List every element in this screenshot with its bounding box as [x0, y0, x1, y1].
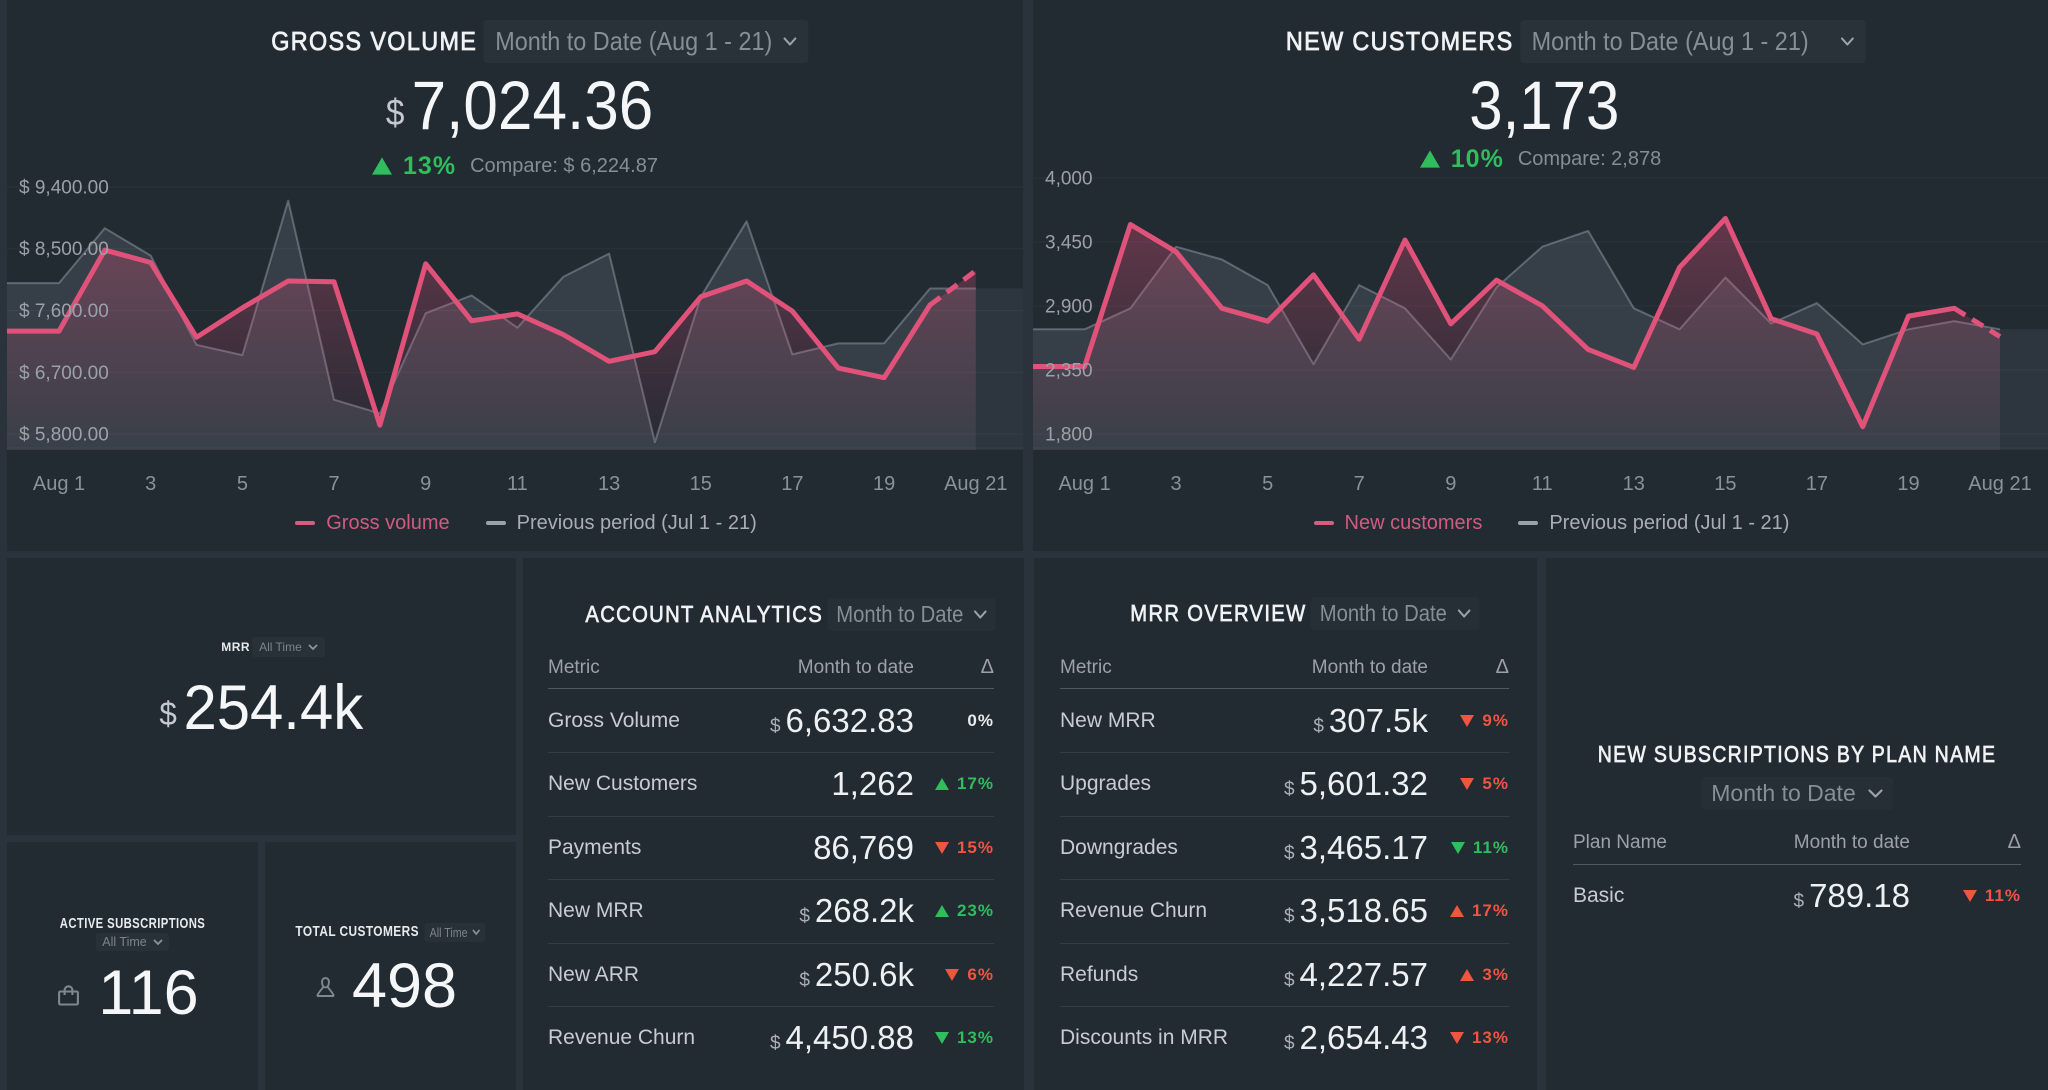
svg-text:3: 3: [145, 473, 156, 495]
svg-text:Aug 21: Aug 21: [944, 473, 1007, 495]
svg-text:7: 7: [1354, 473, 1365, 495]
svg-text:Aug 21: Aug 21: [1968, 473, 2031, 495]
svg-text:$ 6,700.00: $ 6,700.00: [19, 363, 109, 384]
svg-text:1,800: 1,800: [1045, 425, 1093, 446]
svg-text:15: 15: [1714, 473, 1736, 495]
svg-text:4,000: 4,000: [1045, 169, 1093, 190]
svg-text:Aug 1: Aug 1: [1058, 473, 1110, 495]
svg-text:5: 5: [237, 473, 248, 495]
svg-text:17: 17: [1806, 473, 1828, 495]
svg-text:3: 3: [1171, 473, 1182, 495]
svg-text:13: 13: [1623, 473, 1645, 495]
svg-text:$ 7,600.00: $ 7,600.00: [19, 301, 109, 322]
svg-text:9: 9: [420, 473, 431, 495]
svg-text:2,350: 2,350: [1045, 361, 1093, 382]
svg-text:5: 5: [1262, 473, 1273, 495]
svg-text:3,450: 3,450: [1045, 233, 1093, 254]
svg-text:$ 9,400.00: $ 9,400.00: [19, 178, 109, 199]
svg-text:Aug 1: Aug 1: [33, 473, 85, 495]
svg-text:2,900: 2,900: [1045, 297, 1093, 318]
svg-text:15: 15: [690, 473, 712, 495]
svg-text:11: 11: [1532, 473, 1553, 495]
svg-text:9: 9: [1445, 473, 1456, 495]
svg-text:7: 7: [328, 473, 339, 495]
svg-text:17: 17: [781, 473, 803, 495]
svg-text:$ 5,800.00: $ 5,800.00: [19, 425, 109, 446]
svg-text:13: 13: [598, 473, 620, 495]
svg-text:$ 8,500.00: $ 8,500.00: [19, 239, 109, 260]
svg-text:11: 11: [507, 473, 528, 495]
svg-text:19: 19: [1897, 473, 1919, 495]
svg-text:19: 19: [873, 473, 895, 495]
